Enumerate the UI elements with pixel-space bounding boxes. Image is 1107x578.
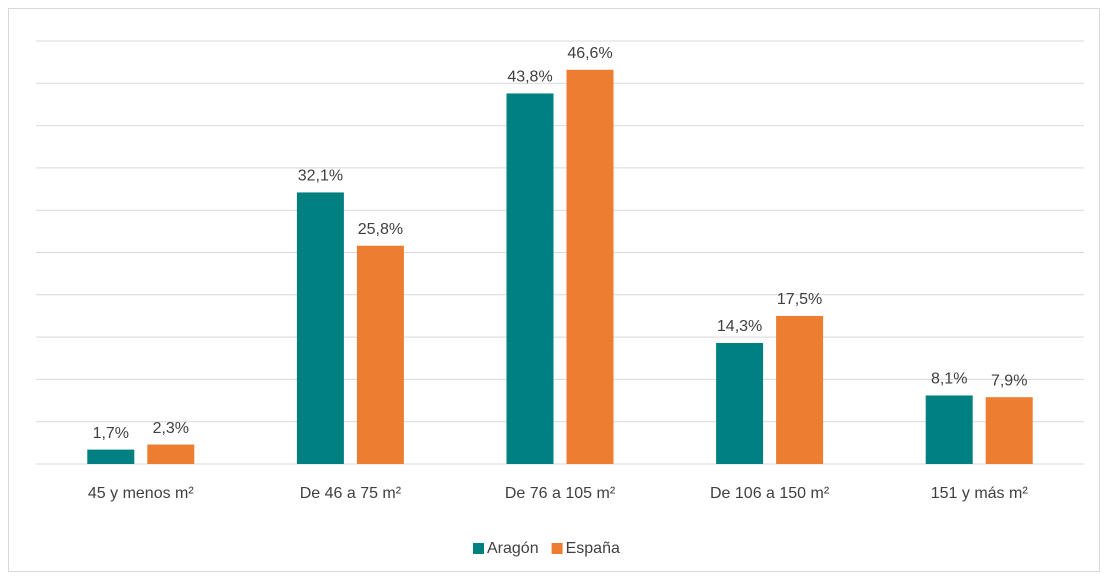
bar: [985, 397, 1033, 464]
x-tick-label: 45 y menos m²: [88, 485, 194, 502]
data-label: 32,1%: [298, 168, 343, 185]
bar: [296, 192, 344, 464]
x-tick-label: De 46 a 75 m²: [300, 485, 402, 502]
data-label: 46,6%: [567, 45, 612, 62]
data-label: 7,9%: [991, 372, 1027, 389]
x-tick-label: De 106 a 150 m²: [710, 485, 830, 502]
legend-swatch: [551, 543, 563, 554]
data-label: 1,7%: [93, 425, 129, 442]
data-label: 43,8%: [507, 69, 552, 86]
legend-label: Aragón: [487, 540, 539, 557]
legend-label: España: [566, 540, 620, 557]
bar: [147, 444, 195, 464]
chart-frame: [8, 8, 1100, 572]
data-label: 25,8%: [358, 221, 403, 238]
bar: [776, 315, 824, 464]
bar: [925, 395, 973, 464]
data-label: 8,1%: [931, 371, 967, 388]
x-tick-label: 151 y más m²: [931, 485, 1029, 502]
bar: [506, 93, 554, 465]
bar: [87, 449, 135, 464]
legend-swatch: [473, 543, 484, 554]
bar: [356, 245, 404, 464]
data-label: 14,3%: [717, 318, 762, 335]
bar: [716, 343, 764, 464]
data-label: 2,3%: [153, 420, 189, 437]
data-label: 17,5%: [777, 291, 822, 308]
bar: [566, 69, 614, 464]
x-tick-label: De 76 a 105 m²: [505, 485, 616, 502]
